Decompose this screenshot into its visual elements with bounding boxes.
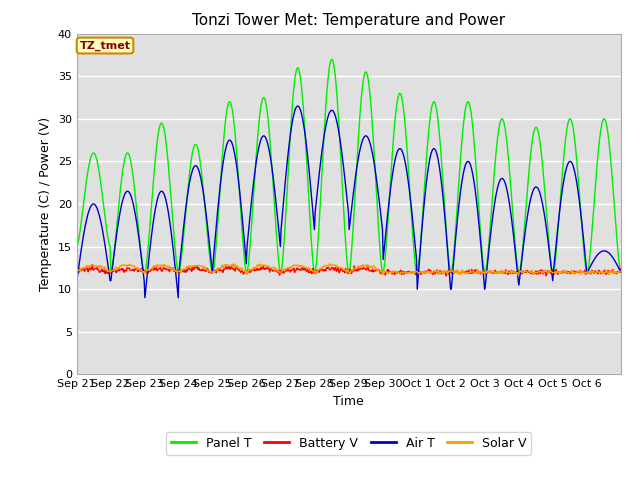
Air T bbox=[285, 144, 292, 150]
Line: Solar V: Solar V bbox=[77, 264, 621, 275]
Line: Battery V: Battery V bbox=[77, 265, 621, 276]
Text: TZ_tmet: TZ_tmet bbox=[79, 40, 131, 51]
Battery V bbox=[264, 265, 272, 271]
Air T bbox=[73, 278, 81, 284]
Panel T bbox=[264, 119, 272, 124]
Line: Panel T: Panel T bbox=[77, 60, 621, 272]
Air T bbox=[406, 194, 414, 200]
Air T bbox=[137, 249, 145, 254]
Panel T bbox=[617, 269, 625, 275]
Battery V bbox=[617, 266, 625, 272]
Solar V bbox=[285, 266, 292, 272]
Line: Air T: Air T bbox=[77, 106, 621, 298]
Battery V bbox=[406, 268, 413, 274]
Solar V bbox=[436, 269, 444, 275]
Battery V bbox=[73, 270, 81, 276]
Solar V bbox=[73, 269, 81, 275]
Air T bbox=[237, 205, 245, 211]
Battery V bbox=[285, 266, 292, 272]
Solar V bbox=[617, 269, 625, 275]
Air T bbox=[437, 173, 445, 179]
Air T bbox=[141, 295, 148, 300]
Battery V bbox=[237, 269, 245, 275]
X-axis label: Time: Time bbox=[333, 395, 364, 408]
Battery V bbox=[442, 273, 450, 279]
Panel T bbox=[138, 253, 145, 259]
Solar V bbox=[406, 270, 413, 276]
Panel T bbox=[406, 193, 414, 199]
Title: Tonzi Tower Met: Temperature and Power: Tonzi Tower Met: Temperature and Power bbox=[192, 13, 506, 28]
Panel T bbox=[237, 217, 245, 223]
Battery V bbox=[138, 266, 145, 272]
Panel T bbox=[328, 57, 335, 62]
Panel T bbox=[107, 269, 115, 275]
Air T bbox=[264, 143, 272, 149]
Panel T bbox=[285, 157, 292, 163]
Battery V bbox=[88, 262, 96, 268]
Y-axis label: Temperature (C) / Power (V): Temperature (C) / Power (V) bbox=[39, 117, 52, 291]
Solar V bbox=[264, 263, 272, 269]
Solar V bbox=[513, 272, 521, 278]
Air T bbox=[617, 269, 625, 275]
Panel T bbox=[73, 244, 81, 250]
Air T bbox=[294, 103, 301, 109]
Legend: Panel T, Battery V, Air T, Solar V: Panel T, Battery V, Air T, Solar V bbox=[166, 432, 531, 455]
Panel T bbox=[437, 146, 445, 152]
Solar V bbox=[230, 261, 238, 267]
Solar V bbox=[237, 265, 245, 271]
Battery V bbox=[436, 268, 444, 274]
Solar V bbox=[137, 267, 145, 273]
